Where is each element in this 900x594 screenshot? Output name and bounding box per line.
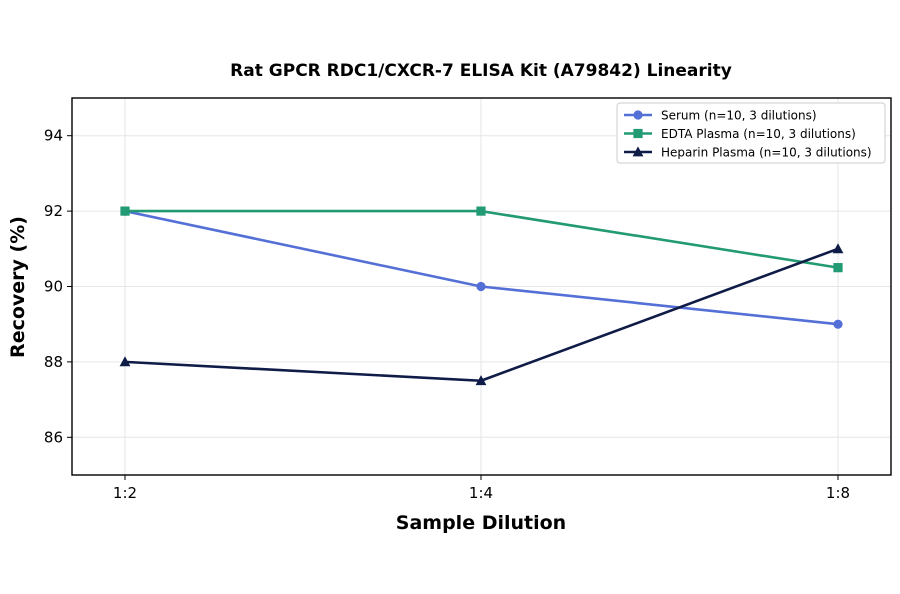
x-axis: 1:2 1:4 1:8 bbox=[113, 475, 850, 502]
data-point bbox=[120, 206, 130, 216]
x-tick-label: 1:2 bbox=[113, 484, 137, 502]
legend-frame bbox=[616, 102, 886, 164]
y-tick-label: 88 bbox=[44, 353, 63, 371]
legend-item: EDTA Plasma (n=10, 3 dilutions) bbox=[624, 127, 856, 141]
legend-item: Serum (n=10, 3 dilutions) bbox=[624, 108, 817, 122]
legend-item: Heparin Plasma (n=10, 3 dilutions) bbox=[624, 145, 872, 159]
data-point bbox=[119, 356, 131, 367]
x-axis-label: Sample Dilution bbox=[396, 512, 566, 534]
legend-marker bbox=[632, 146, 644, 157]
legend-label: EDTA Plasma (n=10, 3 dilutions) bbox=[661, 127, 856, 141]
y-axis-label: Recovery (%) bbox=[7, 216, 29, 358]
y-tick-label: 86 bbox=[44, 428, 63, 446]
chart-title: Rat GPCR RDC1/CXCR-7 ELISA Kit (A79842) … bbox=[230, 61, 732, 81]
y-tick-label: 92 bbox=[44, 202, 63, 220]
series-2 bbox=[120, 206, 843, 273]
legend-label: Serum (n=10, 3 dilutions) bbox=[661, 108, 817, 122]
data-point bbox=[832, 243, 844, 254]
data-point bbox=[475, 375, 487, 386]
data-point bbox=[476, 206, 486, 216]
y-axis: 86 88 90 92 94 bbox=[44, 127, 72, 446]
data-point bbox=[833, 319, 843, 329]
data-point bbox=[476, 281, 486, 292]
series-layer bbox=[119, 206, 844, 386]
x-tick-label: 1:4 bbox=[469, 484, 493, 502]
legend-marker bbox=[633, 110, 643, 120]
x-tick-label: 1:8 bbox=[826, 484, 850, 502]
y-tick-label: 90 bbox=[44, 278, 63, 296]
legend-marker bbox=[633, 128, 643, 139]
series-3 bbox=[119, 243, 844, 386]
legend: Serum (n=10, 3 dilutions) EDTA Plasma (n=… bbox=[616, 102, 886, 164]
data-point bbox=[833, 263, 843, 273]
y-tick-label: 94 bbox=[44, 127, 63, 145]
legend-label: Heparin Plasma (n=10, 3 dilutions) bbox=[661, 145, 872, 159]
